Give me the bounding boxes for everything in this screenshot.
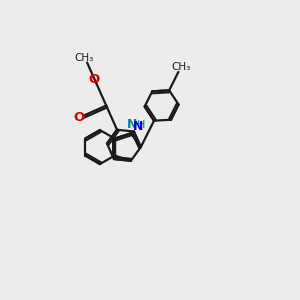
Text: O: O [88, 73, 100, 86]
Text: CH₃: CH₃ [75, 53, 94, 63]
Text: N: N [133, 120, 143, 133]
Text: O: O [73, 111, 84, 124]
Text: H: H [137, 120, 145, 130]
Text: CH₃: CH₃ [171, 62, 190, 72]
Text: N: N [127, 118, 137, 131]
